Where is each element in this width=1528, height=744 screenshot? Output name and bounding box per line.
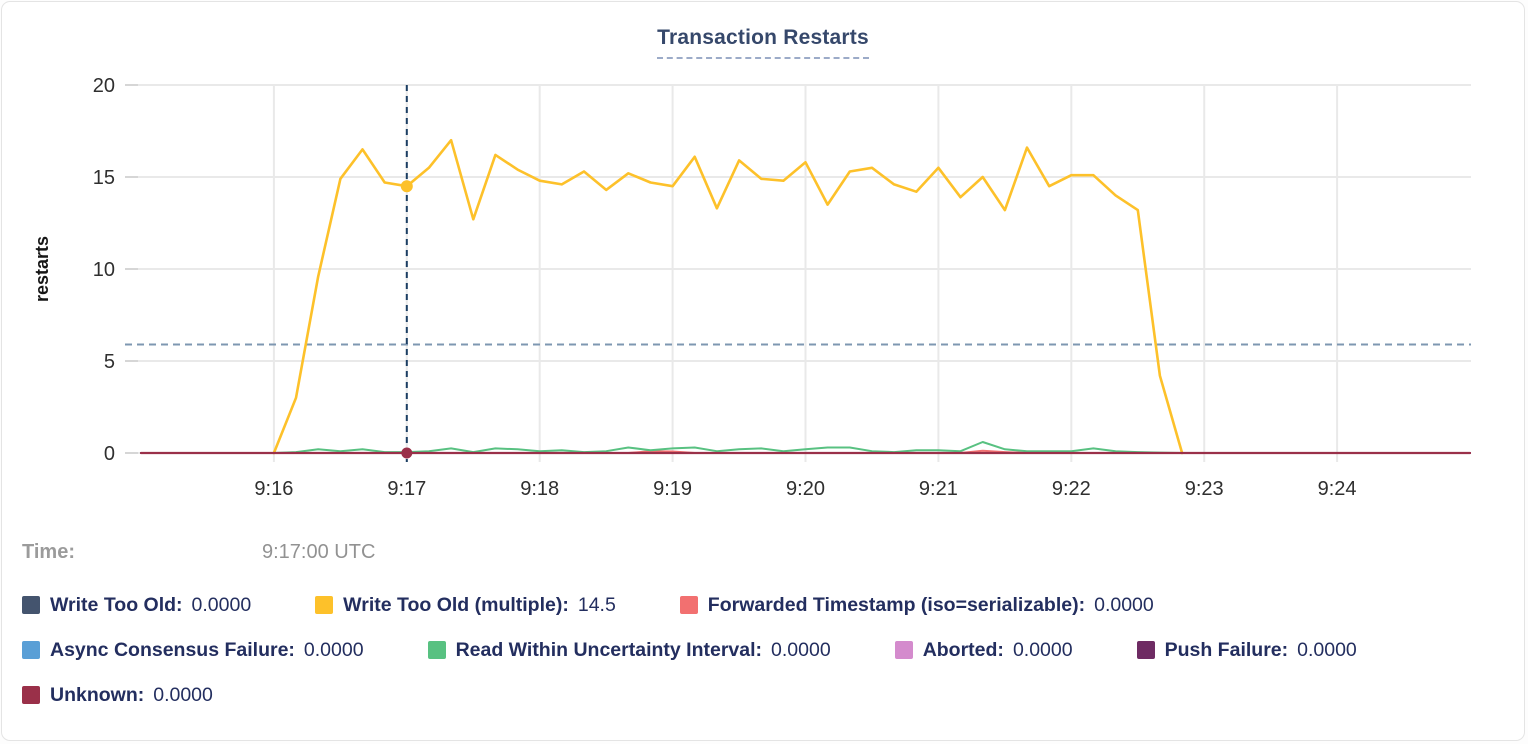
legend-value: 0.0000 bbox=[153, 683, 213, 706]
time-value: 9:17:00 UTC bbox=[262, 541, 376, 563]
svg-text:9:23: 9:23 bbox=[1185, 478, 1224, 500]
legend-value: 0.0000 bbox=[1094, 593, 1154, 616]
legend-row: Write Too Old: 0.0000 Write Too Old (multi… bbox=[22, 592, 1218, 618]
svg-text:9:22: 9:22 bbox=[1052, 478, 1091, 500]
x-axis-labels: 9:16 9:17 9:18 9:19 9:20 9:21 9:22 9:23 9:24 bbox=[254, 478, 1356, 500]
cursor-dot-write_too_old_multiple bbox=[400, 180, 413, 193]
hover-time-row: Time: 9:17:00 UTC bbox=[22, 541, 1422, 567]
legend-item-aborted: Aborted: 0.0000 bbox=[894, 638, 1073, 662]
legend-value: 0.0000 bbox=[303, 638, 364, 661]
legend-label: Write Too Old: bbox=[50, 593, 183, 616]
chart-title-wrap: Transaction Restarts bbox=[2, 26, 1524, 59]
legend-swatch-write_too_old bbox=[22, 596, 40, 614]
legend-label: Aborted: bbox=[922, 638, 1004, 661]
legend-item-push_failure: Push Failure: 0.0000 bbox=[1136, 638, 1357, 662]
y-axis-title: restarts bbox=[32, 236, 52, 302]
legend-label: Write Too Old (multiple): bbox=[343, 593, 569, 616]
chart-title[interactable]: Transaction Restarts bbox=[657, 26, 869, 59]
svg-text:5: 5 bbox=[104, 351, 115, 373]
legend-item-async_consensus_failure: Async Consensus Failure: 0.0000 bbox=[22, 639, 364, 662]
legend-label: Forwarded Timestamp (iso=serializable): bbox=[707, 593, 1086, 616]
legend-swatch-async_consensus_failure bbox=[22, 641, 40, 659]
legend-label: Read Within Uncertainty Interval: bbox=[455, 638, 763, 661]
gridlines bbox=[125, 84, 1471, 462]
legend-swatch-aborted bbox=[894, 641, 913, 659]
legend-swatch-read_within_uncertainty bbox=[427, 641, 446, 659]
legend-label: Async Consensus Failure: bbox=[50, 638, 295, 661]
svg-text:10: 10 bbox=[93, 259, 115, 281]
legend-item-forwarded_timestamp: Forwarded Timestamp (iso=serializable): 0… bbox=[679, 593, 1154, 617]
legend-item-read_within_uncertainty: Read Within Uncertainty Interval: 0.0000 bbox=[427, 638, 831, 662]
legend-swatch-forwarded_timestamp bbox=[679, 596, 698, 614]
svg-text:9:24: 9:24 bbox=[1318, 478, 1357, 500]
legend-row: Unknown: 0.0000 bbox=[22, 682, 277, 708]
svg-text:9:21: 9:21 bbox=[919, 478, 958, 500]
legend-label: Unknown: bbox=[50, 683, 145, 706]
legend-item-write_too_old: Write Too Old: 0.0000 bbox=[22, 594, 251, 617]
legend-value: 0.0000 bbox=[1012, 638, 1073, 661]
svg-text:9:18: 9:18 bbox=[520, 478, 559, 500]
svg-text:9:16: 9:16 bbox=[254, 478, 293, 500]
series-write_too_old_multiple bbox=[272, 138, 1184, 455]
y-axis-labels: 0 5 10 15 20 bbox=[93, 75, 115, 465]
legend-value: 0.0000 bbox=[191, 593, 252, 616]
legend-value: 0.0000 bbox=[1297, 638, 1357, 661]
legend-item-write_too_old_multiple: Write Too Old (multiple): 14.5 bbox=[315, 594, 616, 617]
legend-swatch-unknown bbox=[22, 686, 40, 704]
time-label: Time: bbox=[22, 541, 75, 563]
legend-value: 14.5 bbox=[577, 593, 616, 616]
svg-text:9:20: 9:20 bbox=[786, 478, 825, 500]
series-lines bbox=[139, 138, 1472, 455]
svg-text:9:19: 9:19 bbox=[653, 478, 692, 500]
svg-text:9:17: 9:17 bbox=[387, 478, 426, 500]
svg-text:15: 15 bbox=[93, 167, 115, 189]
svg-text:20: 20 bbox=[93, 75, 115, 97]
legend-swatch-write_too_old_multiple bbox=[315, 596, 334, 614]
legend-value: 0.0000 bbox=[771, 638, 831, 661]
legend-label: Push Failure: bbox=[1164, 638, 1289, 661]
cursor-dot-unknown bbox=[401, 447, 413, 459]
series-read_within_uncertainty bbox=[272, 441, 1184, 454]
transaction-restarts-chart[interactable]: 0 5 10 15 20 9:16 9:17 9:18 9:19 9:20 9:21 9:22 9:23… bbox=[2, 2, 1525, 517]
legend-row: Async Consensus Failure: 0.0000 Read Withi… bbox=[22, 637, 1421, 663]
legend-swatch-push_failure bbox=[1136, 641, 1155, 659]
svg-text:0: 0 bbox=[104, 443, 115, 465]
legend-item-unknown: Unknown: 0.0000 bbox=[22, 684, 213, 707]
